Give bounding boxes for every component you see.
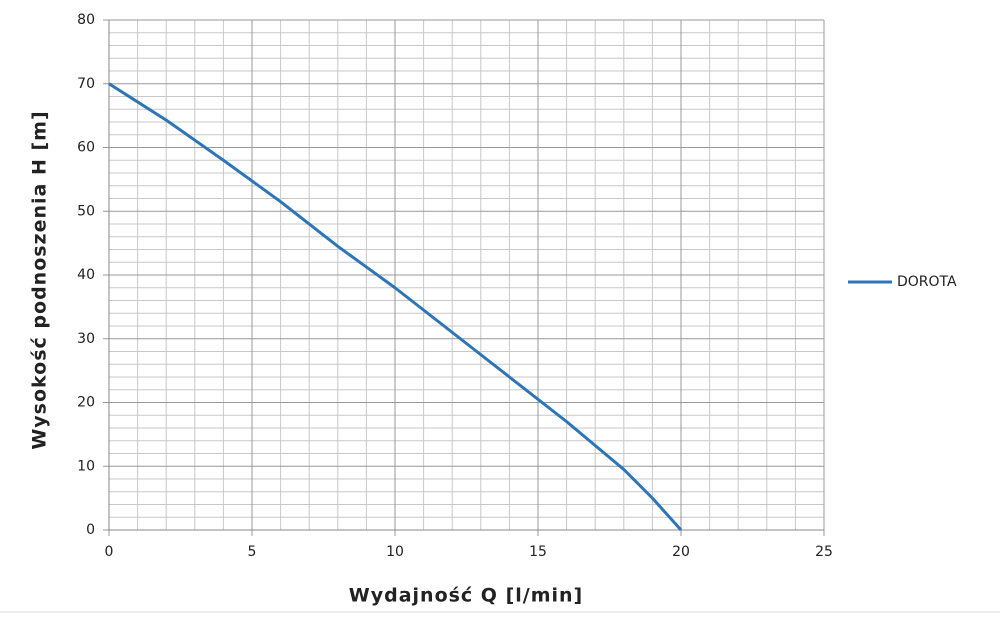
x-axis-title: Wydajność Q [l/min] [349,585,583,607]
y-tick-label: 70 [77,76,95,92]
y-tick-label: 30 [77,331,95,347]
x-tick-label: 15 [529,544,547,560]
x-tick-label: 10 [386,544,404,560]
x-tick-label: 25 [815,544,833,560]
y-axis-title: Wysokość podnoszenia H [m] [29,110,51,449]
y-tick-label: 0 [86,522,95,538]
y-tick-label: 40 [77,267,95,283]
legend-label: DOROTA [897,274,957,290]
y-tick-label: 10 [77,458,95,474]
y-tick-label: 20 [77,395,95,411]
y-tick-label: 80 [77,12,95,28]
y-tick-label: 50 [77,203,95,219]
x-tick-label: 0 [105,544,114,560]
y-tick-label: 60 [77,140,95,156]
data-line [108,82,683,532]
x-tick-label: 20 [672,544,690,560]
x-tick-label: 5 [248,544,257,560]
